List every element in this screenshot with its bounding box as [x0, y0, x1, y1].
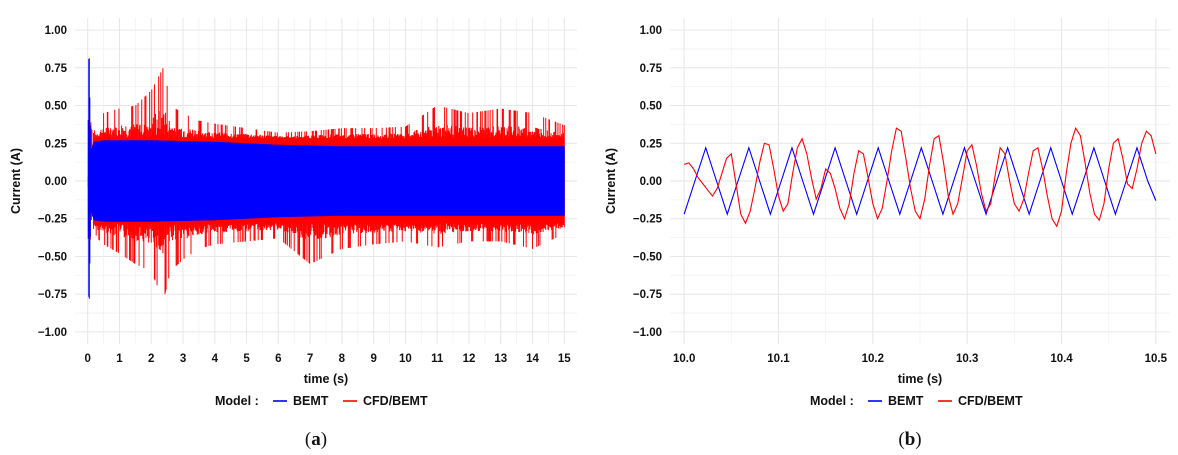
y-tick-label: 0.50 [640, 101, 662, 113]
chart-a-svg: −1.00 −0.75 −0.50 −0.25 0.00 0.25 0.50 0.75 1.00… [9, 18, 577, 450]
x-tick-label: 6 [275, 353, 281, 365]
y-tick-label: −0.75 [633, 289, 663, 301]
x-tick-label: 7 [307, 353, 313, 365]
series-bemt [87, 58, 565, 299]
x-tick-label: 10 [399, 353, 412, 365]
caption-letter: b [905, 429, 916, 450]
legend-title: Model : [810, 394, 854, 408]
chart-panel-a: −1.00 −0.75 −0.50 −0.25 0.00 0.25 0.50 0.75 1.00… [9, 18, 577, 450]
x-tick-label: 10.0 [673, 353, 695, 365]
caption-close: ) [915, 429, 921, 450]
x-tick-label: 10.1 [767, 353, 790, 365]
grid-lines [670, 18, 1170, 344]
legend: Model : BEMT CFD/BEMT [215, 394, 428, 408]
legend-label: BEMT [888, 394, 924, 408]
chart-b-svg: −1.00 −0.75 −0.50 −0.25 0.00 0.25 0.50 0.75 1.00… [604, 18, 1170, 450]
y-tick-label: −0.50 [38, 251, 67, 263]
x-tick-label: 0 [85, 353, 91, 365]
plot-area [87, 58, 565, 299]
y-axis-title: Current (A) [9, 148, 23, 214]
y-tick-label: −1.00 [633, 327, 662, 339]
x-tick-label: 3 [180, 353, 186, 365]
x-tick-label: 10.5 [1145, 353, 1168, 365]
caption-close: ) [321, 429, 327, 450]
plot-area [683, 126, 1157, 228]
series-bemt [683, 146, 1157, 216]
series-line [683, 126, 1157, 228]
y-tick-label: 0.00 [640, 176, 662, 188]
legend-label: CFD/BEMT [958, 394, 1023, 408]
legend-title: Model : [215, 394, 259, 408]
y-tick-label: −0.25 [38, 214, 68, 226]
x-tick-label: 8 [339, 353, 346, 365]
y-tick-label: −0.50 [633, 251, 662, 263]
legend-label: CFD/BEMT [363, 394, 428, 408]
caption-open: ( [898, 429, 904, 450]
x-tick-label: 10.2 [862, 353, 884, 365]
caption-letter: a [311, 429, 321, 450]
x-axis-title: time (s) [304, 372, 348, 386]
series-band [87, 58, 565, 299]
x-tick-label: 13 [494, 353, 507, 365]
series-line [683, 146, 1157, 216]
y-tick-label: 0.75 [45, 63, 68, 75]
y-tick-label: 0.25 [45, 138, 68, 150]
x-tick-label: 5 [243, 353, 250, 365]
panel-caption: (b) [898, 429, 921, 450]
legend-label: BEMT [293, 394, 329, 408]
y-tick-label: 0.75 [640, 63, 663, 75]
x-tick-label: 9 [370, 353, 376, 365]
y-tick-label: 1.00 [45, 25, 67, 37]
legend: Model : BEMT CFD/BEMT [810, 394, 1023, 408]
x-tick-label: 15 [558, 353, 571, 365]
x-tick-label: 11 [431, 353, 444, 365]
y-tick-label: 0.50 [45, 101, 67, 113]
caption-open: ( [305, 429, 311, 450]
panel-caption: (a) [305, 429, 327, 450]
y-tick-label: 0.00 [45, 176, 67, 188]
y-tick-label: 0.25 [640, 138, 663, 150]
x-tick-label: 10.4 [1050, 353, 1073, 365]
y-tick-label: −0.75 [38, 289, 68, 301]
y-tick-label: 1.00 [640, 25, 662, 37]
x-tick-label: 1 [116, 353, 123, 365]
y-tick-label: −1.00 [38, 327, 67, 339]
series-cfd-bemt [683, 126, 1157, 228]
chart-panel-b: −1.00 −0.75 −0.50 −0.25 0.00 0.25 0.50 0.75 1.00… [589, 0, 1178, 455]
y-axis-title: Current (A) [604, 148, 618, 214]
x-axis-title: time (s) [898, 372, 942, 386]
x-tick-label: 14 [526, 353, 539, 365]
x-tick-label: 10.3 [956, 353, 978, 365]
x-tick-label: 12 [463, 353, 476, 365]
x-tick-label: 4 [212, 353, 219, 365]
x-tick-label: 2 [148, 353, 154, 365]
y-tick-label: −0.25 [633, 214, 663, 226]
